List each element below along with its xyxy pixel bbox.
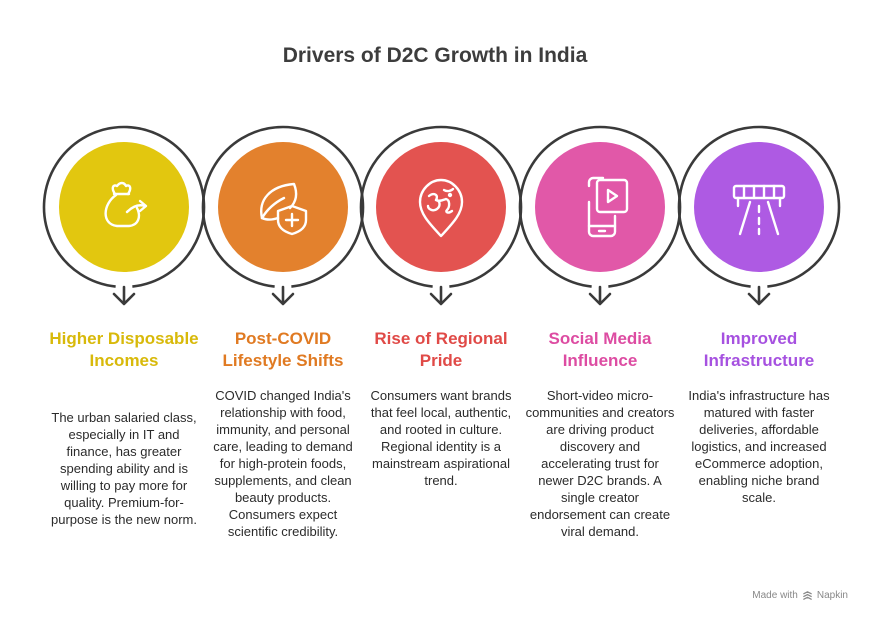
connector-arc [359, 125, 523, 288]
page-title: Drivers of D2C Growth in India [282, 44, 588, 67]
heading-improved-infrastructure: Improved Infrastructure [703, 329, 815, 370]
connector-arc [677, 125, 841, 288]
connector-arc [518, 125, 682, 288]
description-higher-disposable-incomes: The urban salaried class, especially in … [51, 410, 197, 527]
circle-social-media-influence [535, 142, 665, 272]
circle-rise-of-regional-pride [376, 142, 506, 272]
money-bag-icon [104, 181, 148, 228]
leaf-shield-icon [260, 182, 308, 236]
smartphone-video-icon [587, 176, 629, 238]
napkin-brand-label: Napkin [816, 590, 848, 601]
description-improved-infrastructure: India's infrastructure has matured with … [688, 388, 830, 505]
connector-arc [42, 125, 206, 288]
down-arrow-icon [588, 285, 612, 306]
down-arrow-icon [112, 285, 136, 306]
heading-higher-disposable-incomes: Higher Disposable Incomes [49, 329, 199, 370]
heading-social-media-influence: Social Media Influence [548, 329, 652, 370]
circle-improved-infrastructure [694, 142, 824, 272]
made-with-label: Made with [752, 590, 798, 601]
circle-post-covid-lifestyle-shifts [218, 142, 348, 272]
description-social-media-influence: Short-video micro-communities and creato… [525, 388, 675, 539]
description-post-covid-lifestyle-shifts: COVID changed India's relationship with … [213, 388, 353, 539]
napkin-logo-icon [803, 591, 812, 600]
om-location-pin-icon [418, 178, 464, 238]
heading-rise-of-regional-pride: Rise of Regional Pride [374, 329, 508, 370]
heading-post-covid-lifestyle-shifts: Post-COVID Lifestyle Shifts [222, 329, 344, 370]
down-arrow-icon [271, 285, 295, 306]
connector-arc [201, 125, 365, 288]
circle-higher-disposable-incomes [59, 142, 189, 272]
down-arrow-icon [747, 285, 771, 306]
description-rise-of-regional-pride: Consumers want brands that feel local, a… [370, 388, 512, 488]
highway-icon [732, 184, 786, 236]
napkin-watermark: Made with Napkin [752, 590, 848, 601]
down-arrow-icon [429, 285, 453, 306]
